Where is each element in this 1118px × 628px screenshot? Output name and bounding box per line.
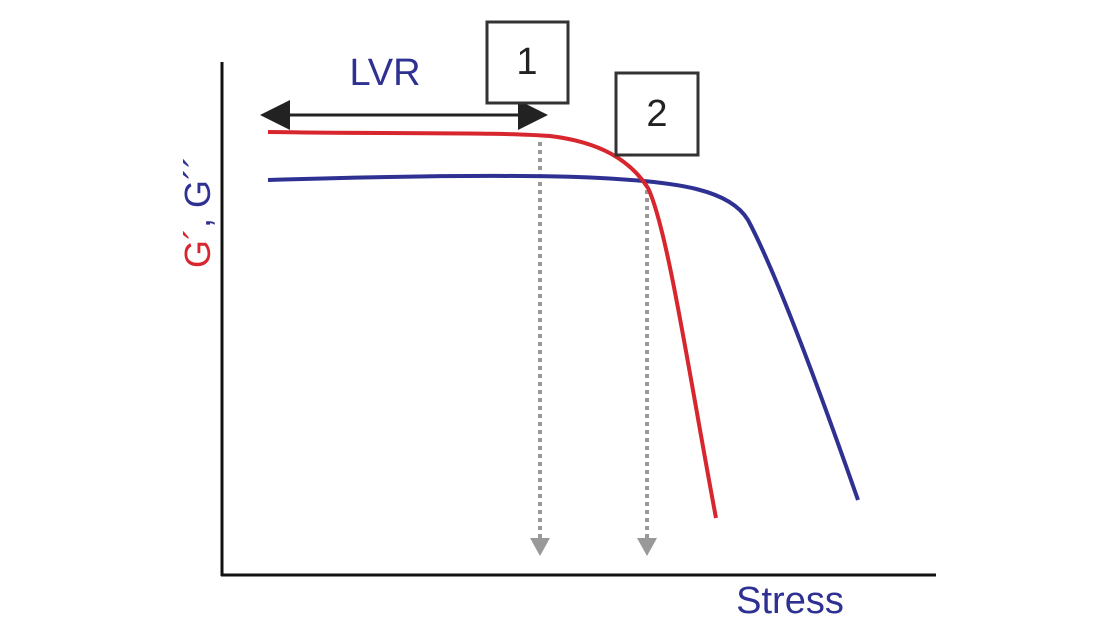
y-label-storage: G´ — [177, 228, 218, 268]
y-label-loss: , G´´ — [177, 156, 218, 228]
box-2 — [614, 71, 700, 157]
x-axis-label: Stress — [736, 580, 844, 622]
box-1-label: 1 — [516, 41, 537, 83]
box-2-label: 2 — [646, 93, 667, 135]
lvr-label: LVR — [349, 52, 420, 94]
guide-2-head — [637, 538, 657, 556]
guide-1-head — [530, 538, 550, 556]
y-axis-label: G´, G´´ — [177, 156, 218, 268]
box-1 — [485, 20, 570, 105]
storage-curve — [267, 130, 718, 519]
loss-curve — [267, 173, 860, 501]
